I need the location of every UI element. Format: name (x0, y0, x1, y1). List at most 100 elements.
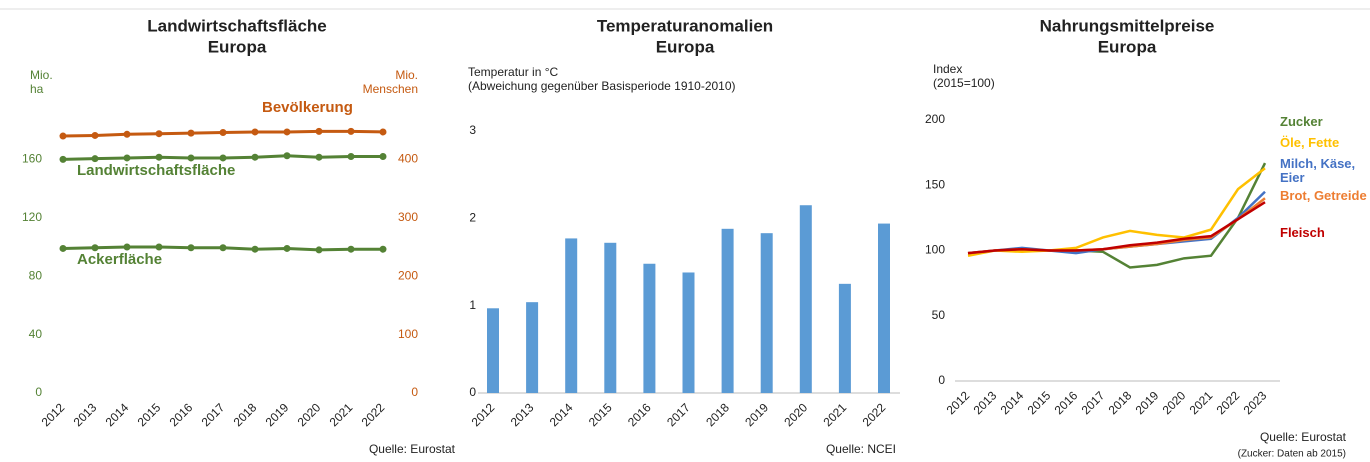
chart-title: Europa (656, 37, 715, 56)
marker (59, 244, 67, 252)
x-tick-label: 2019 (1133, 388, 1162, 417)
y-tick-label: 0 (938, 373, 945, 387)
y2-axis-label: Mio. (395, 68, 418, 82)
marker (283, 152, 291, 160)
marker (123, 130, 131, 138)
series-label: Brot, Getreide (1280, 188, 1367, 203)
y-tick-label: 120 (22, 210, 42, 224)
x-tick-label: 2019 (263, 400, 292, 429)
y-axis-label: Temperatur in °C (468, 65, 558, 79)
x-tick-label: 2012 (944, 388, 973, 417)
y-tick-label: 160 (22, 152, 42, 166)
x-tick-label: 2016 (625, 400, 654, 429)
series-label: Milch, Käse, Eier (1280, 156, 1356, 185)
marker (347, 152, 355, 160)
x-tick-label: 2015 (1025, 388, 1054, 417)
marker (379, 245, 387, 253)
bar (487, 308, 499, 393)
bar (760, 233, 773, 393)
marker (59, 155, 67, 163)
x-tick-label: 2016 (167, 400, 196, 429)
marker (155, 153, 163, 161)
chart-title: Europa (208, 37, 267, 56)
y-tick-label: 0 (469, 385, 476, 399)
marker (283, 244, 291, 252)
marker (219, 129, 227, 137)
y-axis-label: (Abweichung gegenüber Basisperiode 1910-… (468, 79, 736, 93)
y-tick-label: 100 (925, 243, 945, 257)
note: (Zucker: Daten ab 2015) (1238, 449, 1346, 460)
series-label: Ackerfläche (77, 251, 163, 268)
marker (315, 127, 323, 135)
marker (251, 153, 259, 161)
y-tick-label: 150 (925, 177, 945, 191)
line (967, 167, 1266, 257)
marker (347, 127, 355, 135)
x-tick-label: 2014 (998, 388, 1027, 417)
y-tick-label: 200 (925, 112, 945, 126)
marker (219, 244, 227, 252)
bar (565, 238, 578, 393)
marker (251, 245, 259, 253)
marker (187, 244, 195, 252)
y-tick-label: 40 (29, 327, 43, 341)
x-tick-label: 2014 (103, 400, 132, 429)
x-tick-label: 2015 (586, 400, 615, 429)
y2-tick-label: 400 (398, 152, 418, 166)
x-tick-label: 2018 (231, 400, 260, 429)
y-tick-label: 1 (469, 298, 476, 312)
x-tick-label: 2023 (1241, 388, 1270, 417)
x-tick-label: 2017 (1079, 388, 1108, 417)
marker (187, 154, 195, 162)
series-label: Zucker (1280, 114, 1323, 129)
marker (283, 128, 291, 136)
x-tick-label: 2017 (664, 400, 693, 429)
x-tick-label: 2013 (71, 400, 100, 429)
marker (347, 245, 355, 253)
series-label: Bevölkerung (262, 99, 353, 116)
series-label: Fleisch (1280, 225, 1325, 240)
y-tick-label: 50 (932, 308, 946, 322)
marker (187, 129, 195, 137)
y-tick-label: 3 (469, 123, 476, 137)
x-tick-label: 2016 (1052, 388, 1081, 417)
marker (123, 243, 131, 251)
y2-tick-label: 200 (398, 268, 418, 282)
x-tick-label: 2013 (971, 388, 1000, 417)
bar (526, 302, 539, 393)
x-tick-label: 2018 (703, 400, 732, 429)
marker (379, 128, 387, 136)
y-tick-label: 0 (35, 385, 42, 399)
bar (604, 242, 617, 393)
chart-title: Temperaturanomalien (597, 16, 773, 35)
y-tick-label: 2 (469, 211, 476, 225)
y2-axis-label: Menschen (363, 82, 418, 96)
marker (91, 131, 99, 139)
marker (91, 155, 99, 163)
x-tick-label: 2012 (39, 400, 68, 429)
bar (721, 228, 734, 393)
source: Quelle: Eurostat (1260, 430, 1347, 444)
bar (878, 223, 890, 393)
y2-tick-label: 0 (411, 385, 418, 399)
marker (59, 132, 67, 140)
y2-tick-label: 300 (398, 210, 418, 224)
x-tick-label: 2021 (327, 400, 356, 429)
x-tick-label: 2022 (359, 400, 388, 429)
series-label: Landwirtschaftsfläche (77, 162, 236, 179)
y-axis-label: Mio. (30, 68, 53, 82)
y-axis-label: ha (30, 82, 44, 96)
y-tick-label: 80 (29, 268, 43, 282)
x-tick-label: 2012 (469, 400, 498, 429)
x-tick-label: 2021 (1187, 388, 1216, 417)
marker (155, 130, 163, 138)
x-tick-label: 2013 (508, 400, 537, 429)
bar (799, 205, 812, 393)
series-label: Öle, Fette (1280, 135, 1340, 150)
x-tick-label: 2020 (1160, 388, 1189, 417)
marker (91, 244, 99, 252)
source: Quelle: NCEI (826, 442, 896, 456)
x-tick-label: 2015 (135, 400, 164, 429)
